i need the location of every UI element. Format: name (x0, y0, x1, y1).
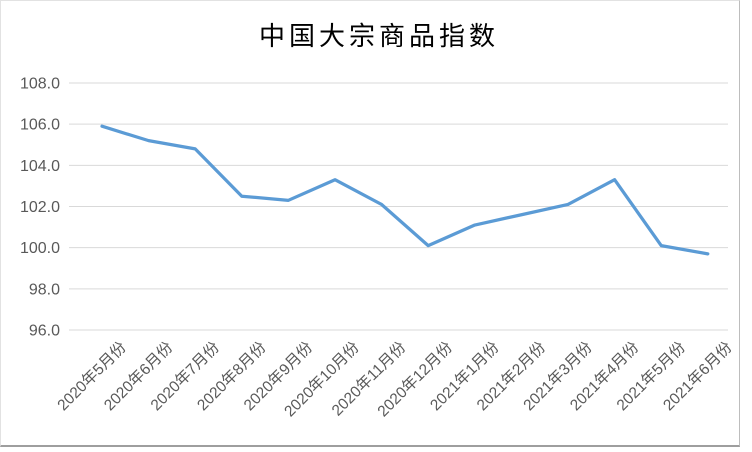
gridlines (69, 82, 728, 331)
y-axis-tick-labels: 108.0 106.0 104.0 102.0 100.0 98.0 96.0 (20, 76, 60, 340)
data-series (100, 124, 710, 256)
y-axis-tick-label: 108.0 (20, 76, 60, 93)
y-axis-tick-label: 106.0 (20, 117, 60, 134)
y-axis-tick-label: 100.0 (20, 240, 60, 257)
chart-container: 108.0 106.0 104.0 102.0 100.0 98.0 96.0 2020年5… (0, 0, 740, 447)
index-line-series (100, 124, 710, 256)
line-chart: 108.0 106.0 104.0 102.0 100.0 98.0 96.0 2020年5… (20, 22, 736, 421)
y-axis-tick-label: 96.0 (29, 323, 60, 340)
x-axis-tick-labels: 2020年5月份2020年6月份2020年7月份2020年8月份2020年9月份… (54, 338, 736, 421)
chart-title: 中国大宗商品指数 (259, 22, 499, 51)
y-axis-tick-label: 102.0 (20, 199, 60, 216)
y-axis-tick-label: 98.0 (29, 281, 60, 298)
y-axis-tick-label: 104.0 (20, 158, 60, 175)
